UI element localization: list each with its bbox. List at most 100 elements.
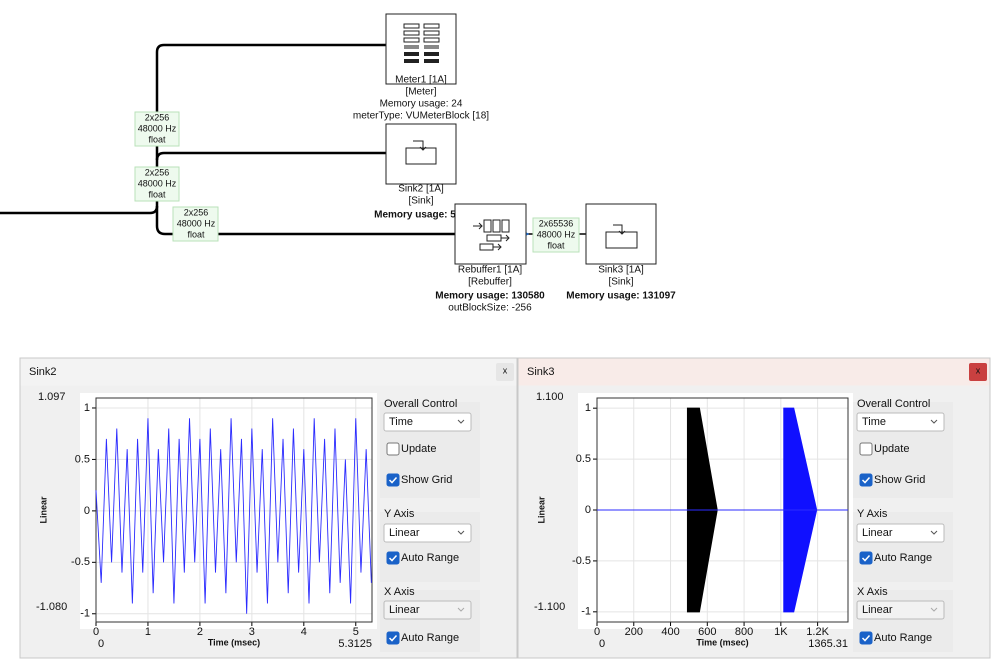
dropdown-arrow [457,419,465,424]
edge-label-box [134,166,180,202]
edge-label: 2x256 [145,112,170,122]
range-label: 1.100 [536,391,564,403]
sink-block[interactable] [385,123,457,185]
range-label: 5.3125 [338,638,372,650]
range-label: 1365.31 [808,638,848,650]
checkbox-label[interactable]: Update [401,443,436,455]
range-label: 0 [98,638,104,650]
range-label: 0 [599,638,605,650]
range-label: -1.100 [534,601,565,613]
blocks [385,13,657,265]
sink-icon [405,140,437,165]
dropdown-arrow [930,419,938,424]
y-tick-label: -0.5 [572,555,591,567]
checkbox-label[interactable]: Show Grid [874,474,925,486]
group-label: Overall Control [384,398,457,410]
dropdown [856,600,945,620]
dropdown[interactable] [383,412,472,432]
node-label: Memory usage: 130580 [435,291,545,302]
node-label: outBlockSize: -256 [448,303,532,314]
x-tick-label: 5 [353,626,359,638]
dropdown[interactable] [383,523,472,543]
node-label: meterType: VUMeterBlock [18] [353,111,489,122]
checkbox-label[interactable]: Update [874,443,909,455]
y-tick-label: 0 [585,504,591,516]
wire [155,151,390,161]
checkbox-label[interactable]: Auto Range [401,552,459,564]
dropdown-value[interactable]: Time [862,416,886,428]
checkbox[interactable] [859,442,873,456]
control-group [853,512,953,582]
x-axis-label: Time (msec) [208,637,260,647]
checkbox[interactable] [859,473,873,487]
x-tick-label: 200 [625,626,643,638]
checkbox[interactable] [859,551,873,565]
checkbox[interactable] [386,631,400,645]
checkbox-label[interactable]: Auto Range [401,632,459,644]
checkbox[interactable] [859,631,873,645]
node-label: Meter1 [1A] [395,75,447,86]
edge-label: 2x65536 [539,218,574,228]
title-bar [20,358,517,386]
checkbox[interactable] [386,473,400,487]
close-label[interactable]: x [503,365,508,375]
x-tick-label: 2 [197,626,203,638]
title-bar [518,358,990,386]
checkbox-label[interactable]: Auto Range [874,632,932,644]
x-axis-label: Time (msec) [696,637,748,647]
dropdown-value[interactable]: Linear [862,527,893,539]
node-label: [Sink] [608,277,633,288]
edge-label: float [547,240,565,250]
close-button[interactable] [969,363,987,381]
edge-label: 48000 Hz [177,218,216,228]
node-labels: Meter1 [1A] [Meter] Memory usage: 24 met… [353,75,676,314]
x-tick-label: 0 [594,626,600,638]
x-tick-label: 0 [93,626,99,638]
x-tick-label: 1K [774,626,788,638]
edge-label-box [134,111,180,147]
dropdown-value[interactable]: Linear [389,527,420,539]
dropdown [383,600,472,620]
y-tick-label: 0.5 [576,453,591,465]
sink-icon [605,224,638,249]
signal-line [95,418,372,614]
close-label[interactable]: x [976,365,981,375]
dropdown[interactable] [856,412,945,432]
dropdown-value[interactable]: Time [389,416,413,428]
edge-label: 2x256 [184,207,209,217]
node-label: Memory usage: 24 [380,99,463,110]
node-label: [Meter] [405,87,436,98]
checkbox-label[interactable]: Auto Range [874,552,932,564]
checkbox-label[interactable]: Show Grid [401,474,452,486]
checkmark [861,554,871,562]
edge-label: float [148,134,166,144]
close-button[interactable] [496,363,514,381]
rebuffer-block[interactable] [454,203,527,265]
node-label: Sink2 [1A] [398,184,444,195]
control-group [380,512,480,582]
y-tick-label: 0.5 [75,453,90,465]
plot-frame [95,397,373,623]
y-tick-label: 0 [84,505,90,517]
edge-label: 48000 Hz [138,178,177,188]
x-tick-label: 800 [735,626,753,638]
meter-block[interactable] [385,13,457,85]
node-label: Memory usage: 131097 [566,291,676,302]
x-tick-label: 1 [145,626,151,638]
group-label: X Axis [857,586,888,598]
sink-block[interactable] [585,203,657,265]
window-title: Sink3 [527,366,555,378]
window-title: Sink2 [29,366,57,378]
y-axis-label: Linear [38,496,48,524]
edge-label-box [172,206,219,242]
group-label: Y Axis [857,508,888,520]
x-tick-label: 600 [698,626,716,638]
edge-label: 48000 Hz [138,123,177,133]
checkbox[interactable] [386,442,400,456]
edge-label: 2x256 [145,167,170,177]
rebuffer-icon [473,219,510,251]
dropdown[interactable] [856,523,945,543]
group-label: Overall Control [857,398,930,410]
checkbox[interactable] [386,551,400,565]
